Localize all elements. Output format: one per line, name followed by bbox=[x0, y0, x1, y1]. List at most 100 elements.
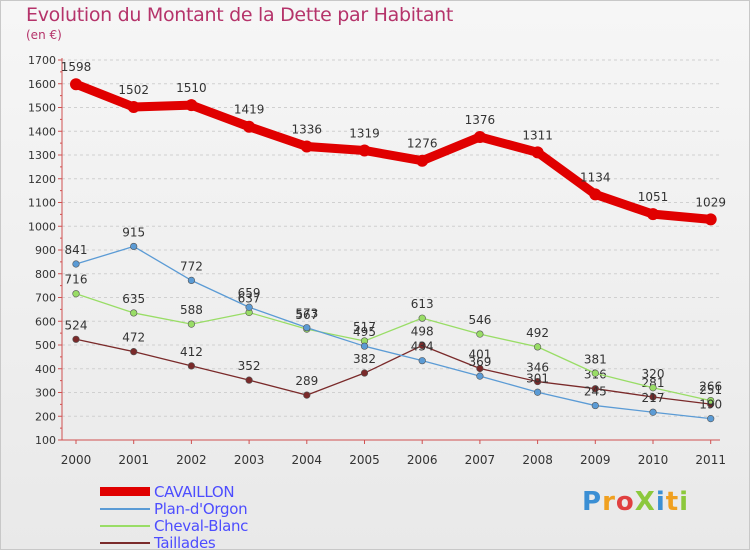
data-label: 546 bbox=[468, 313, 491, 327]
data-point bbox=[303, 324, 311, 332]
data-point bbox=[187, 276, 195, 285]
data-label: 382 bbox=[353, 352, 376, 366]
legend-swatch bbox=[100, 541, 150, 544]
data-point bbox=[130, 348, 138, 356]
series-line-cheval-blanc bbox=[75, 293, 712, 402]
data-label: 841 bbox=[65, 243, 88, 257]
proxiti-logo: ProXiti bbox=[582, 487, 689, 517]
data-point bbox=[72, 260, 80, 268]
legend-label: Taillades bbox=[154, 533, 216, 552]
y-tick-label: 1500 bbox=[28, 102, 56, 115]
data-point bbox=[533, 343, 542, 351]
data-label: 434 bbox=[411, 340, 434, 354]
data-point bbox=[418, 341, 426, 350]
logo-letter: i bbox=[679, 487, 690, 517]
data-label: 190 bbox=[699, 398, 722, 412]
data-label: 369 bbox=[468, 355, 491, 369]
chart-legend: CAVAILLON Plan-d'Orgon Cheval-Blanc Taillad… bbox=[100, 482, 248, 552]
data-point bbox=[591, 385, 599, 393]
data-point bbox=[416, 154, 429, 167]
data-label: 1510 bbox=[176, 81, 207, 95]
y-tick-label: 1300 bbox=[28, 149, 56, 162]
legend-item: Plan-d'Orgon bbox=[100, 499, 248, 518]
x-tick-label: 2001 bbox=[118, 453, 149, 467]
data-label: 659 bbox=[238, 286, 261, 300]
data-point bbox=[591, 369, 599, 377]
data-point bbox=[70, 78, 82, 91]
y-tick-label: 500 bbox=[35, 339, 56, 352]
y-tick-label: 1200 bbox=[28, 173, 56, 186]
x-tick-label: 2005 bbox=[349, 453, 380, 467]
data-label: 289 bbox=[295, 374, 318, 388]
data-label: 1502 bbox=[118, 83, 149, 97]
data-point bbox=[418, 314, 426, 322]
data-label: 567 bbox=[295, 308, 318, 322]
logo-letter: X bbox=[634, 487, 656, 517]
logo-letter: P bbox=[582, 487, 603, 517]
y-tick-label: 1000 bbox=[28, 220, 56, 233]
data-point bbox=[187, 320, 195, 328]
data-point bbox=[476, 372, 484, 380]
data-label: 251 bbox=[699, 383, 722, 397]
data-point bbox=[72, 335, 80, 343]
y-tick-label: 600 bbox=[35, 315, 56, 328]
data-label: 352 bbox=[238, 359, 261, 373]
data-label: 492 bbox=[526, 326, 549, 340]
y-tick-label: 1400 bbox=[28, 125, 56, 138]
data-point bbox=[127, 101, 140, 114]
series-line-plan-d-orgon bbox=[75, 245, 712, 420]
legend-label: CAVAILLON bbox=[154, 482, 235, 501]
data-label: 1311 bbox=[522, 128, 553, 142]
legend-swatch bbox=[100, 507, 150, 510]
data-label: 401 bbox=[468, 348, 491, 362]
data-point bbox=[300, 140, 313, 153]
data-point bbox=[418, 357, 426, 365]
y-tick-label: 1600 bbox=[28, 78, 56, 91]
series-line-taillades bbox=[75, 338, 712, 405]
x-tick-label: 2006 bbox=[407, 453, 438, 467]
data-label: 772 bbox=[180, 259, 203, 273]
data-label: 245 bbox=[584, 385, 607, 399]
legend-label: Plan-d'Orgon bbox=[154, 499, 248, 518]
data-point bbox=[476, 364, 484, 373]
data-point bbox=[531, 146, 544, 159]
data-point bbox=[649, 408, 657, 416]
data-label: 573 bbox=[295, 307, 318, 321]
legend-swatch bbox=[100, 524, 150, 527]
data-label: 495 bbox=[353, 325, 376, 339]
data-point bbox=[185, 99, 198, 112]
data-label: 635 bbox=[122, 292, 145, 306]
data-point bbox=[473, 130, 486, 143]
data-point bbox=[130, 242, 138, 251]
y-tick-label: 300 bbox=[35, 387, 56, 400]
data-point bbox=[360, 342, 369, 350]
data-label: 1276 bbox=[407, 137, 438, 151]
data-label: 301 bbox=[526, 371, 549, 385]
data-point bbox=[589, 188, 602, 201]
legend-swatch bbox=[100, 487, 150, 496]
data-point bbox=[649, 384, 657, 392]
data-point bbox=[533, 388, 542, 396]
x-tick-label: 2010 bbox=[638, 453, 669, 467]
x-tick-label: 2003 bbox=[234, 453, 265, 467]
y-tick-label: 1700 bbox=[28, 54, 56, 67]
data-label: 716 bbox=[65, 273, 88, 287]
data-point bbox=[591, 401, 599, 410]
y-tick-label: 900 bbox=[35, 244, 56, 257]
data-label: 915 bbox=[122, 225, 145, 239]
data-label: 1134 bbox=[580, 170, 611, 184]
data-label: 412 bbox=[180, 345, 203, 359]
data-point bbox=[704, 213, 717, 226]
data-label: 1051 bbox=[638, 190, 669, 204]
logo-letter: t bbox=[665, 487, 680, 517]
x-tick-label: 2007 bbox=[465, 453, 496, 467]
data-point bbox=[533, 377, 542, 386]
data-label: 1419 bbox=[234, 103, 265, 117]
x-tick-label: 2011 bbox=[695, 453, 726, 467]
x-tick-label: 2009 bbox=[580, 453, 611, 467]
chart-title: Evolution du Montant de la Dette par Hab… bbox=[26, 4, 454, 26]
y-tick-label: 800 bbox=[35, 268, 56, 281]
x-tick-label: 2004 bbox=[292, 453, 323, 467]
data-label: 381 bbox=[584, 352, 607, 366]
